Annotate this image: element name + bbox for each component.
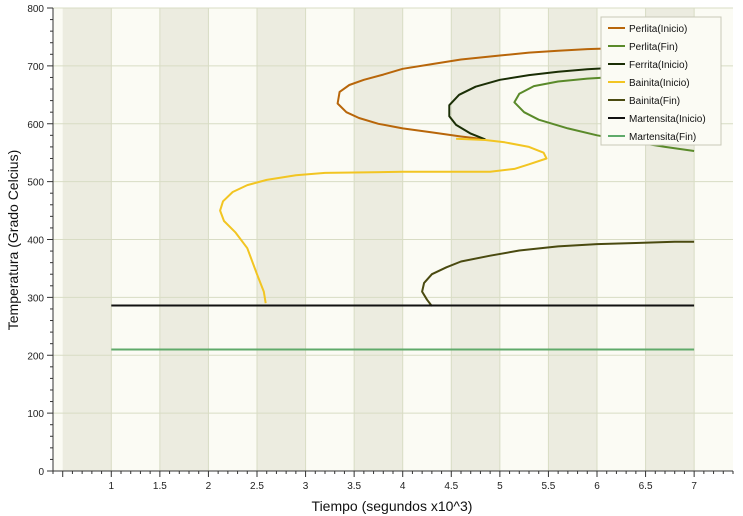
x-tick-label: 3.5	[347, 481, 361, 492]
x-tick-label: 4.5	[444, 481, 458, 492]
y-tick-label: 800	[27, 4, 44, 15]
x-tick-label: 5.5	[541, 481, 555, 492]
legend-entry: Martensita(Inicio)	[629, 114, 706, 125]
x-tick-label: 2	[206, 481, 212, 492]
x-axis-label: Tiempo (segundos x10^3)	[312, 498, 473, 514]
y-tick-label: 500	[27, 178, 44, 189]
y-tick-label: 600	[27, 120, 44, 131]
x-tick-label: 2.5	[250, 481, 264, 492]
legend-entry: Bainita(Fin)	[629, 96, 680, 107]
legend-entry: Ferrita(Inicio)	[629, 60, 688, 71]
x-tick-label: 3	[303, 481, 309, 492]
legend-entry: Perlita(Fin)	[629, 42, 678, 53]
y-tick-label: 100	[27, 409, 44, 420]
legend-box	[600, 16, 722, 146]
y-axis-label: Temperatura (Grado Celcius)	[5, 150, 21, 331]
y-tick-label: 200	[27, 351, 44, 362]
legend-entry: Martensita(Fin)	[629, 132, 696, 143]
x-tick-labels: 1 1.5 2 2.5 3 3.5 4 4.5 5 5.5 6 6.5 7	[109, 481, 698, 492]
series-line-bainita-inicio	[219, 137, 548, 304]
axes	[47, 7, 734, 477]
x-tick-label: 5	[497, 481, 503, 492]
x-tick-label: 4	[400, 481, 406, 492]
legend[interactable]: Perlita(Inicio) Perlita(Fin) Ferrita(Inici…	[600, 16, 722, 146]
x-tick-label: 1	[109, 481, 115, 492]
y-tick-label: 700	[27, 62, 44, 73]
series-line-bainita-fin	[421, 240, 695, 307]
series-line-perlita-inicio	[336, 46, 627, 141]
series-lines	[111, 46, 695, 351]
x-tick-label: 6.5	[639, 481, 653, 492]
x-tick-label: 1.5	[153, 481, 167, 492]
y-tick-label: 400	[27, 236, 44, 247]
y-tick-labels: 0 100 200 300 400 500 600 700 800	[27, 4, 44, 478]
x-tick-label: 7	[691, 481, 697, 492]
legend-entry: Perlita(Inicio)	[629, 24, 687, 35]
x-tick-label: 6	[594, 481, 600, 492]
legend-entry: Bainita(Inicio)	[629, 78, 690, 89]
y-tick-label: 0	[38, 467, 44, 478]
y-tick-label: 300	[27, 293, 44, 304]
